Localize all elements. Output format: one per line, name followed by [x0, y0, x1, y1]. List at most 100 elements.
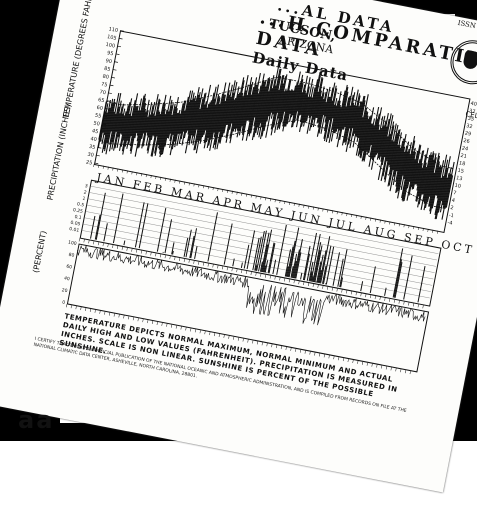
- day-tick: [252, 341, 253, 344]
- temp-tick-label: 95: [107, 50, 114, 57]
- celsius-tick-label: 40: [470, 101, 477, 108]
- noaa-logo: aa: [18, 406, 54, 434]
- day-tick: [186, 328, 187, 331]
- day-tick: [203, 263, 204, 266]
- day-tick: [372, 364, 373, 367]
- day-tick: [265, 197, 266, 200]
- day-tick: [109, 313, 110, 316]
- day-tick: [346, 291, 347, 294]
- day-tick: [213, 187, 214, 190]
- day-tick: [98, 242, 99, 245]
- day-tick: [394, 300, 395, 303]
- day-tick: [323, 208, 324, 211]
- day-tick: [124, 315, 125, 318]
- day-tick: [141, 251, 142, 254]
- precip-bar: [184, 238, 188, 257]
- day-tick: [160, 254, 161, 257]
- day-tick: [313, 284, 314, 287]
- temp-tick: [94, 163, 98, 164]
- day-tick: [199, 184, 200, 187]
- day-tick: [227, 190, 228, 193]
- day-tick: [357, 361, 358, 364]
- day-tick: [327, 287, 328, 290]
- day-tick: [218, 188, 219, 191]
- day-tick: [260, 274, 261, 277]
- temp-tick: [113, 69, 117, 70]
- temp-tick: [119, 38, 123, 39]
- sunshine-tick-label: 80: [68, 252, 75, 259]
- day-tick: [127, 170, 128, 173]
- day-tick: [280, 278, 281, 281]
- day-tick: [184, 182, 185, 185]
- day-tick: [103, 243, 104, 246]
- day-tick: [205, 331, 206, 334]
- temp-tick: [117, 46, 121, 47]
- day-tick: [179, 258, 180, 261]
- temp-tick-label: 45: [91, 128, 98, 135]
- day-tick: [257, 341, 258, 344]
- day-tick: [198, 262, 199, 265]
- celsius-tick-label: 13: [455, 175, 462, 182]
- day-tick: [405, 370, 406, 373]
- day-tick: [132, 249, 133, 252]
- day-tick: [299, 204, 300, 207]
- day-tick: [165, 178, 166, 181]
- precip-bar: [301, 273, 302, 280]
- day-tick: [167, 324, 168, 327]
- precip-bar: [224, 224, 232, 265]
- temp-tick-label: 110: [108, 26, 119, 34]
- precip-tick-label: 1: [82, 196, 86, 202]
- day-tick: [162, 323, 163, 326]
- day-tick: [408, 303, 409, 306]
- day-tick: [365, 294, 366, 297]
- day-tick: [327, 209, 328, 212]
- day-tick: [114, 314, 115, 317]
- day-tick: [81, 307, 82, 310]
- day-tick: [281, 346, 282, 349]
- temp-tick: [109, 85, 113, 86]
- day-tick: [356, 215, 357, 218]
- day-tick: [299, 281, 300, 284]
- day-tick: [310, 352, 311, 355]
- precip-bar: [370, 266, 375, 293]
- day-tick: [343, 358, 344, 361]
- day-tick: [200, 330, 201, 333]
- day-tick: [319, 354, 320, 357]
- day-tick: [413, 226, 414, 229]
- day-tick: [122, 170, 123, 173]
- precip-bar: [404, 256, 413, 300]
- day-tick: [334, 356, 335, 359]
- celsius-tick-label: 7: [453, 190, 457, 196]
- celsius-tick-label: 21: [460, 153, 467, 160]
- temp-tick-label: 70: [99, 89, 106, 96]
- day-tick: [275, 277, 276, 280]
- day-tick: [242, 193, 243, 196]
- temp-tick-label: 65: [97, 97, 104, 104]
- day-tick: [208, 264, 209, 267]
- temp-tick-label: 30: [87, 152, 94, 159]
- day-tick: [113, 168, 114, 171]
- temp-tick-label: 35: [88, 144, 95, 151]
- day-tick: [79, 239, 80, 242]
- day-tick: [386, 366, 387, 369]
- day-tick: [390, 221, 391, 224]
- day-tick: [146, 174, 147, 177]
- day-tick: [381, 366, 382, 369]
- day-tick: [165, 255, 166, 258]
- day-tick: [217, 265, 218, 268]
- temp-tick-label: 25: [85, 159, 92, 166]
- day-tick: [410, 371, 411, 374]
- precip-bar: [393, 248, 403, 297]
- day-tick: [324, 354, 325, 357]
- day-tick: [155, 253, 156, 256]
- day-tick: [71, 305, 72, 308]
- temp-tick: [114, 62, 118, 63]
- day-tick: [318, 285, 319, 288]
- day-tick: [117, 169, 118, 172]
- day-tick: [189, 260, 190, 263]
- day-tick: [189, 183, 190, 186]
- day-tick: [432, 230, 433, 233]
- day-tick: [399, 301, 400, 304]
- celsius-tick-label: -1: [448, 212, 454, 219]
- precip-bar: [96, 193, 105, 240]
